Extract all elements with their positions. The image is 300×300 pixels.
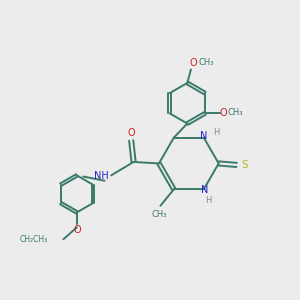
- Text: CH₃: CH₃: [151, 210, 167, 219]
- Text: N: N: [201, 185, 208, 195]
- Text: S: S: [241, 160, 248, 170]
- Text: CH₃: CH₃: [198, 58, 214, 68]
- Text: NH: NH: [94, 171, 109, 181]
- Text: O: O: [73, 225, 81, 235]
- Text: O: O: [190, 58, 197, 68]
- Text: CH₃: CH₃: [228, 108, 243, 117]
- Text: N: N: [200, 131, 207, 141]
- Text: O: O: [128, 128, 135, 138]
- Text: H: H: [213, 128, 220, 137]
- Text: H: H: [205, 196, 211, 205]
- Text: O: O: [220, 108, 227, 118]
- Text: CH₂CH₃: CH₂CH₃: [20, 235, 48, 244]
